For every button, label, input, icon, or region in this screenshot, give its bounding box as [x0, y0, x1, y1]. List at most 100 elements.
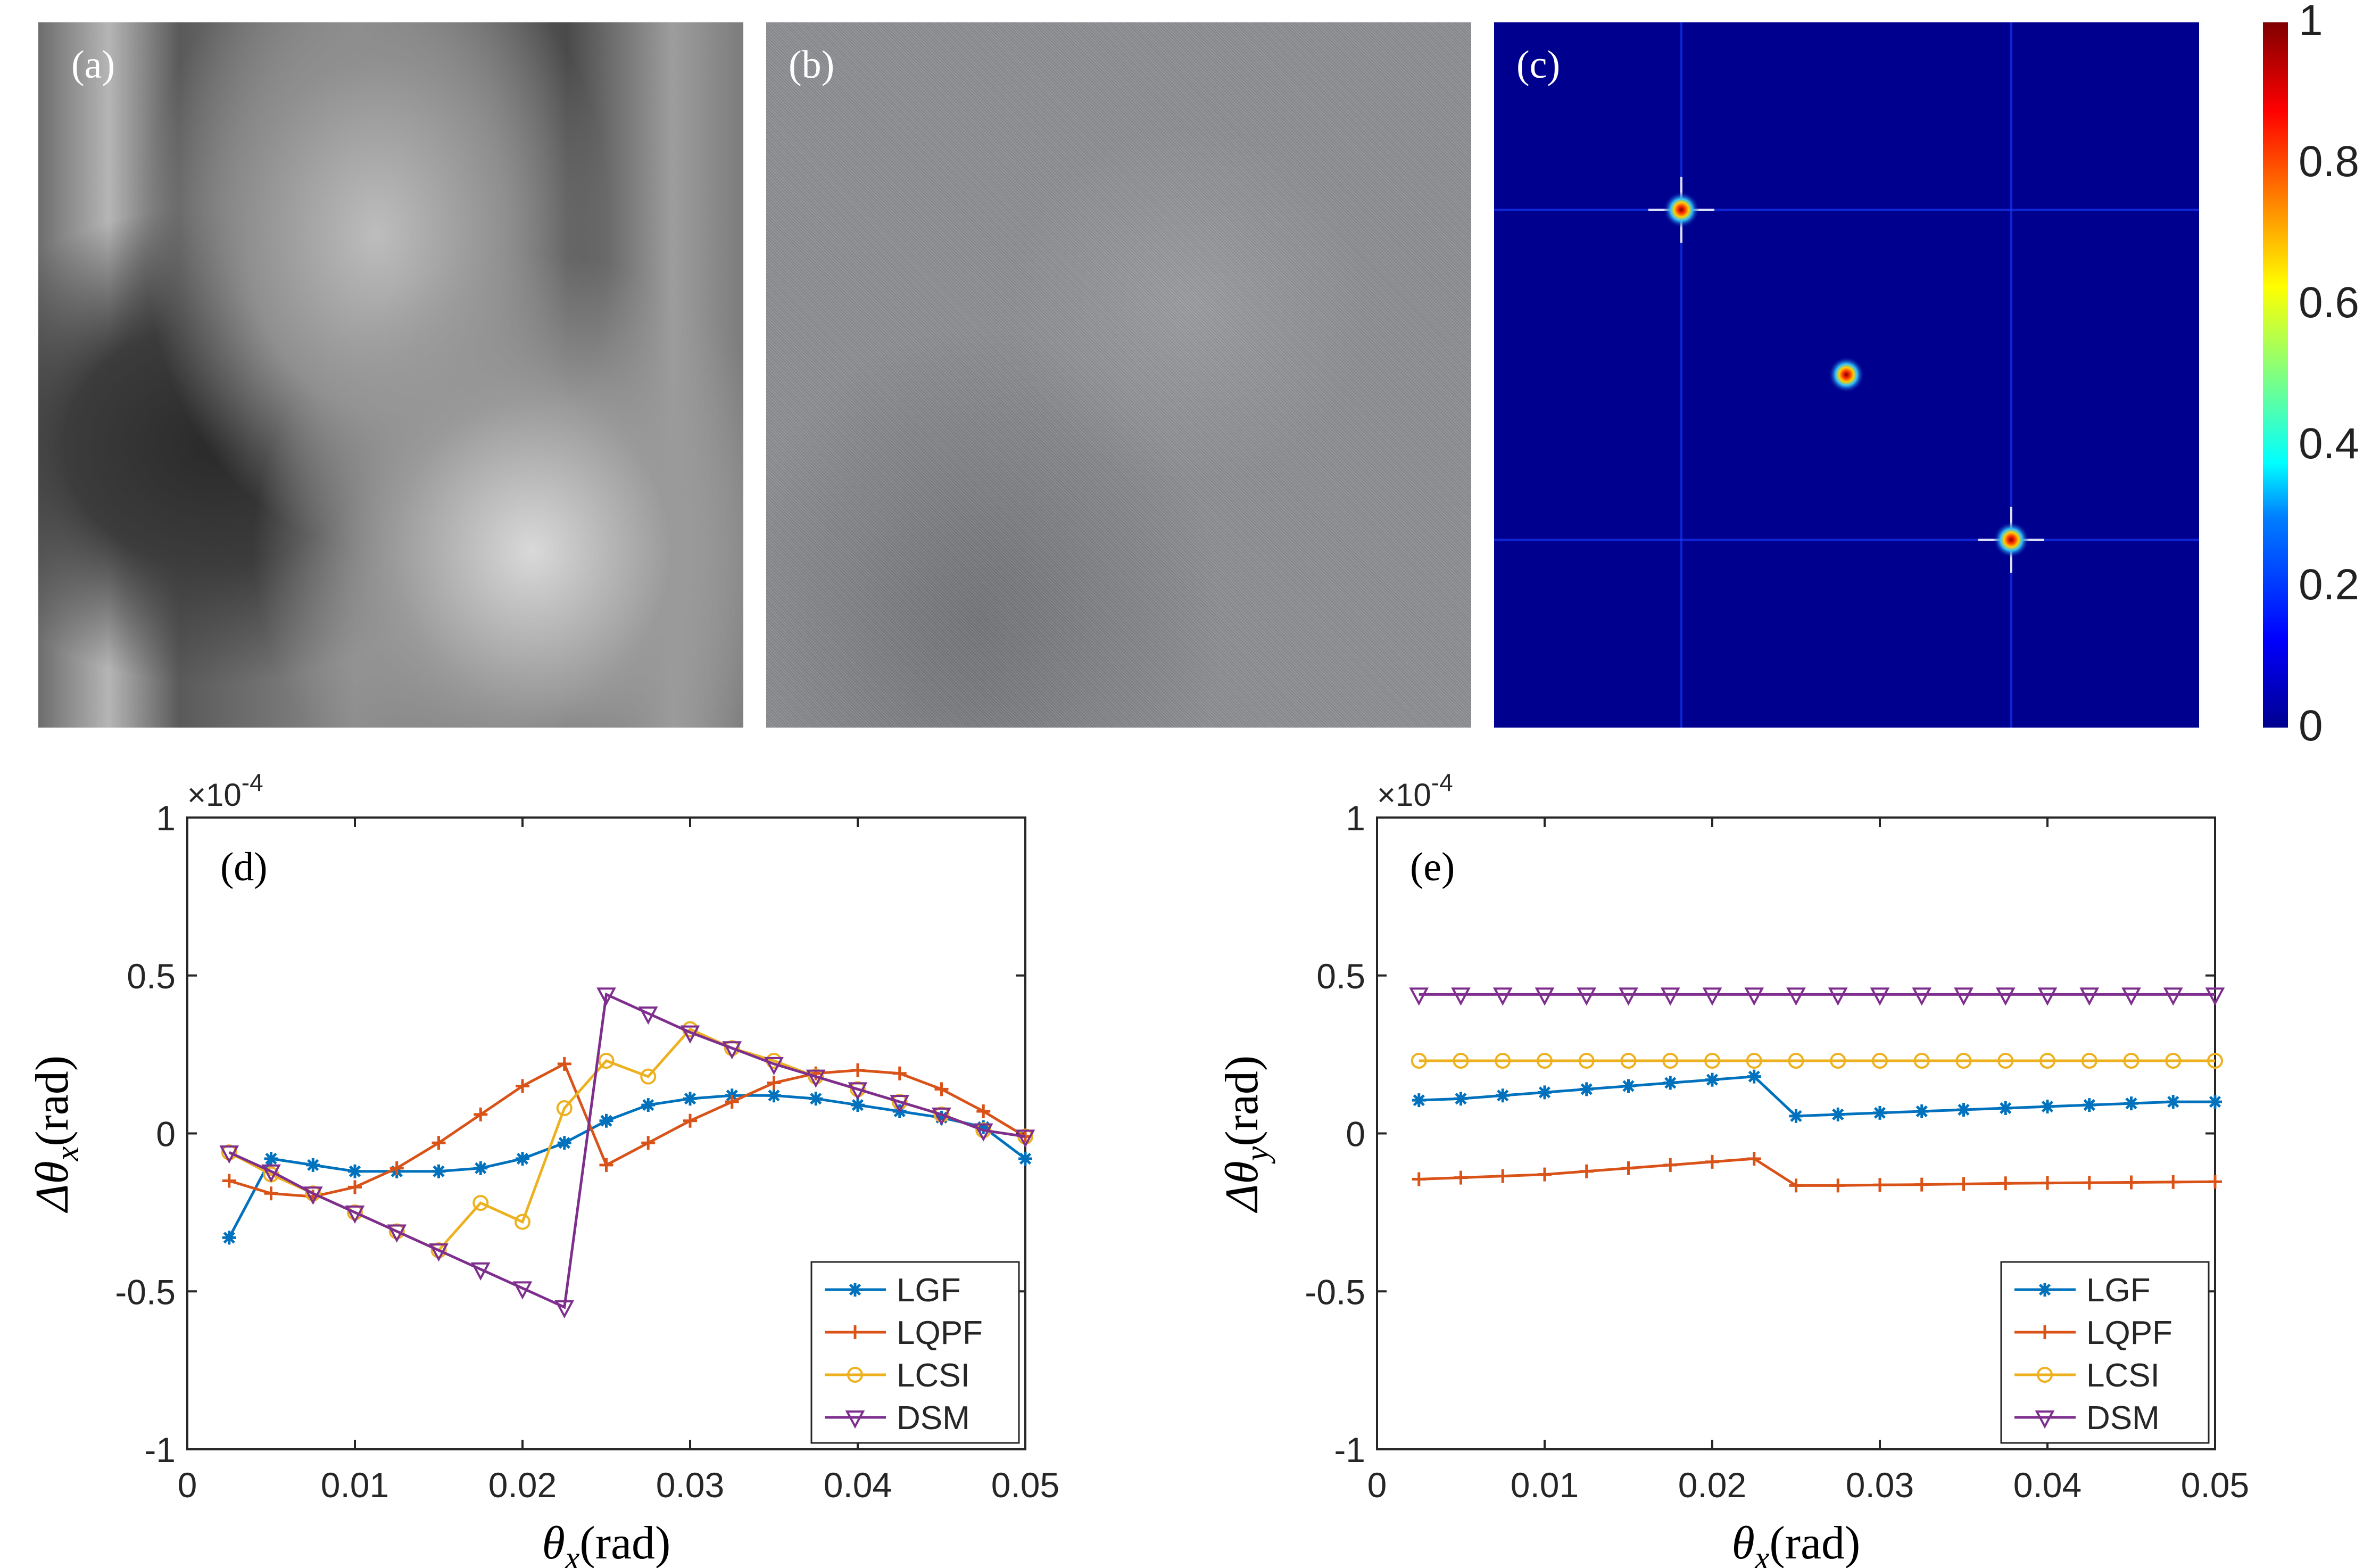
legend-marker-lgf	[2038, 1283, 2052, 1297]
x-tick-label: 0	[1367, 1465, 1387, 1505]
data-point-lgf	[1873, 1105, 1887, 1120]
data-point-lgf	[1705, 1072, 1719, 1087]
x-tick-label: 0.01	[1511, 1465, 1579, 1505]
x-axis-label: θx(rad)	[1732, 1517, 1861, 1568]
legend-marker-lgf	[848, 1283, 862, 1297]
data-point-dsm	[1828, 987, 1848, 1006]
data-point-lqpf	[2208, 1175, 2222, 1189]
data-point-lgf	[432, 1164, 446, 1178]
data-point-dsm	[470, 1262, 491, 1281]
data-point-lcsi	[2207, 1052, 2223, 1069]
data-point-dsm	[2079, 987, 2100, 1006]
series-dsm	[219, 987, 1035, 1319]
data-point-lqpf	[2082, 1176, 2096, 1190]
data-point-lgf	[809, 1092, 823, 1106]
data-point-dsm	[387, 1224, 407, 1243]
data-point-lqpf	[2041, 1176, 2054, 1190]
data-point-lqpf	[474, 1107, 488, 1121]
data-point-lcsi	[1704, 1052, 1720, 1069]
data-point-lcsi	[1955, 1052, 1972, 1069]
data-point-dsm	[1995, 987, 2016, 1006]
data-point-dsm	[1015, 1129, 1035, 1148]
data-point-lqpf	[767, 1076, 781, 1090]
data-point-lgf	[1831, 1107, 1845, 1121]
legend-label-dsm: DSM	[897, 1400, 970, 1437]
data-point-lgf	[1789, 1109, 1803, 1123]
data-point-dsm	[848, 1082, 868, 1101]
y-tick-label: 0	[156, 1115, 176, 1154]
data-point-lqpf	[1956, 1177, 1971, 1191]
legend	[2000, 1261, 2210, 1444]
x-axis-label-symbol: θ	[542, 1517, 565, 1568]
y-tick-label: -0.5	[1305, 1272, 1365, 1311]
data-point-lgf	[1956, 1102, 1971, 1117]
x-axis-label-sub: x	[1754, 1540, 1770, 1568]
y-axis-label: Δθx(rad)	[27, 1055, 86, 1213]
data-point-lgf	[851, 1098, 865, 1112]
data-point-dsm	[764, 1057, 784, 1076]
legend-label-dsm: DSM	[2086, 1400, 2160, 1437]
data-point-dsm	[890, 1095, 910, 1113]
colorbar-tick-label: 0.2	[2299, 560, 2359, 609]
series-dsm	[1409, 987, 2225, 1006]
data-point-dsm	[2037, 987, 2058, 1006]
data-point-lgf	[306, 1158, 320, 1172]
data-point-lqpf	[1538, 1167, 1552, 1182]
x-axis-label-unit: (rad)	[1769, 1517, 1860, 1568]
data-point-lgf	[599, 1113, 613, 1128]
data-point-lgf	[1747, 1069, 1761, 1084]
series-line-lgf	[1419, 1075, 2215, 1118]
data-point-lgf	[474, 1161, 488, 1175]
legend-label-lqpf: LQPF	[2086, 1315, 2172, 1351]
data-point-lqpf	[516, 1079, 529, 1093]
data-point-lgf	[1454, 1092, 1468, 1106]
x-tick-label: 0.05	[991, 1465, 1059, 1505]
y-axis-label-unit: (rad)	[27, 1055, 78, 1146]
data-point-lqpf	[557, 1057, 571, 1071]
x-tick-label: 0.01	[321, 1465, 389, 1505]
lena-image-panel: (a)	[38, 22, 743, 728]
data-point-dsm	[512, 1281, 533, 1300]
data-point-dsm	[806, 1069, 826, 1088]
data-point-lqpf	[851, 1063, 865, 1077]
x-tick-label: 0	[178, 1465, 197, 1505]
data-point-dsm	[554, 1300, 575, 1319]
data-point-lcsi	[1495, 1052, 1511, 1069]
x-tick-label: 0.05	[2181, 1465, 2249, 1505]
data-point-lqpf	[1663, 1158, 1678, 1172]
data-point-lcsi	[1913, 1052, 1930, 1069]
hologram-image-panel: (b)	[766, 22, 1471, 728]
y-axis-label-sub: y	[1239, 1146, 1275, 1164]
data-point-lqpf	[1747, 1151, 1761, 1166]
x-axis-label: θx(rad)	[542, 1517, 671, 1568]
data-point-dsm	[2205, 987, 2225, 1006]
data-point-lgf	[1621, 1079, 1636, 1093]
y-scale-exponent: -4	[1431, 769, 1453, 796]
data-point-lqpf	[222, 1174, 236, 1188]
x-tick-label: 0.04	[824, 1465, 892, 1505]
data-point-lcsi	[1997, 1052, 2014, 1069]
y-scale-exponent: -4	[242, 769, 263, 796]
data-point-lcsi	[598, 1052, 615, 1069]
chart-d: 0 0.01 0.02 0.03 0.04 0.05 -1 -0.5 0 0.5 1 ×10-4 (d)…	[27, 769, 1059, 1568]
x-tick-label: 0.02	[488, 1465, 557, 1505]
y-tick-label: -1	[1334, 1430, 1365, 1470]
legend-marker-lqpf	[848, 1325, 862, 1339]
data-point-dsm	[261, 1164, 281, 1183]
legend-label-lqpf: LQPF	[897, 1315, 983, 1351]
data-point-dsm	[1954, 987, 1973, 1006]
data-point-lgf	[516, 1151, 529, 1166]
data-point-lcsi	[1537, 1052, 1553, 1069]
data-point-lgf	[1496, 1088, 1510, 1103]
x-tick-label: 0.03	[656, 1465, 724, 1505]
data-point-lcsi	[2039, 1052, 2055, 1069]
data-point-lgf	[264, 1151, 278, 1166]
series-lgf	[1412, 1069, 2222, 1123]
data-point-lqpf	[1914, 1177, 1929, 1192]
colorbar-tick-label: 0	[2299, 702, 2323, 750]
data-point-dsm	[638, 1006, 658, 1025]
legend	[810, 1261, 1020, 1444]
data-point-lcsi	[1662, 1052, 1679, 1069]
data-point-lgf	[2208, 1095, 2222, 1109]
data-point-lgf	[1412, 1093, 1426, 1108]
